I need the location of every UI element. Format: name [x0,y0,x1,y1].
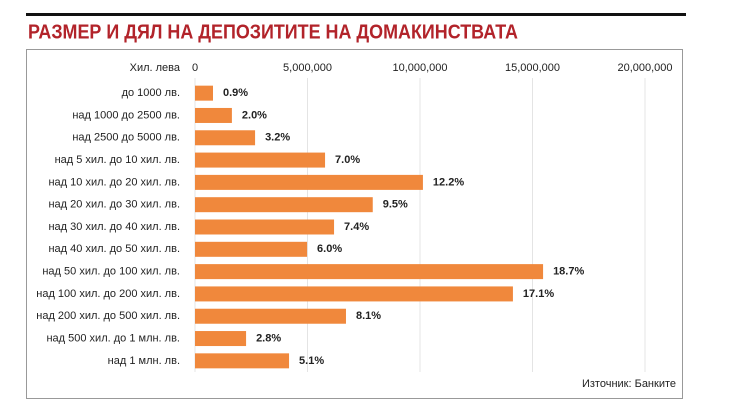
y-tick-label: над 200 хил. до 500 хил. лв. [36,310,180,322]
bar [195,308,346,324]
share-label: 3.2% [265,132,290,144]
x-tick-label: 5,000,000 [283,62,332,74]
y-tick-label: над 2500 до 5000 лв. [72,132,180,144]
bar [195,174,423,190]
share-label: 2.8% [256,332,281,344]
bar [195,197,373,213]
bar [195,331,247,347]
bar [195,264,544,280]
x-tick-label: 15,000,000 [505,62,560,74]
share-label: 2.0% [242,109,267,121]
axis-label: Хил. лева [130,62,181,74]
x-tick-label: 20,000,000 [617,62,672,74]
y-tick-label: над 1000 до 2500 лв. [72,109,180,121]
bar [195,241,308,257]
y-tick-label: над 1 млн. лв. [108,355,180,367]
y-tick-label: над 20 хил. до 30 хил. лв. [48,199,180,211]
y-tick-label: над 500 хил. до 1 млн. лв. [46,332,180,344]
y-tick-label: до 1000 лв. [122,87,180,99]
source: Източник: Банките [582,378,676,390]
frame [26,49,683,399]
share-label: 8.1% [356,310,381,322]
share-label: 9.5% [383,199,408,211]
chart-title: РАЗМЕР И ДЯЛ НА ДЕПОЗИТИТЕ НА ДОМАКИНСТВ… [28,21,518,43]
bar [195,286,513,302]
share-label: 0.9% [223,87,248,99]
bar [195,219,335,235]
share-label: 18.7% [553,266,584,278]
bar [195,152,326,168]
share-label: 17.1% [523,288,554,300]
bar [195,130,256,146]
y-tick-label: над 30 хил. до 40 хил. лв. [48,221,180,233]
share-label: 6.0% [317,243,342,255]
share-label: 7.4% [344,221,369,233]
y-tick-label: над 100 хил. до 200 хил. лв. [36,288,180,300]
y-tick-label: над 50 хил. до 100 хил. лв. [42,266,180,278]
share-label: 5.1% [299,355,324,367]
x-tick-label: 10,000,000 [392,62,447,74]
top-rule [26,13,686,16]
bar [195,353,290,369]
share-label: 7.0% [335,154,360,166]
share-label: 12.2% [433,176,464,188]
x-tick-label: 0 [192,62,198,74]
y-tick-label: над 5 хил. до 10 хил. лв. [55,154,180,166]
y-tick-label: над 10 хил. до 20 хил. лв. [48,176,180,188]
bar [195,85,213,101]
y-tick-label: над 40 хил. до 50 хил. лв. [48,243,180,255]
bar [195,107,232,123]
